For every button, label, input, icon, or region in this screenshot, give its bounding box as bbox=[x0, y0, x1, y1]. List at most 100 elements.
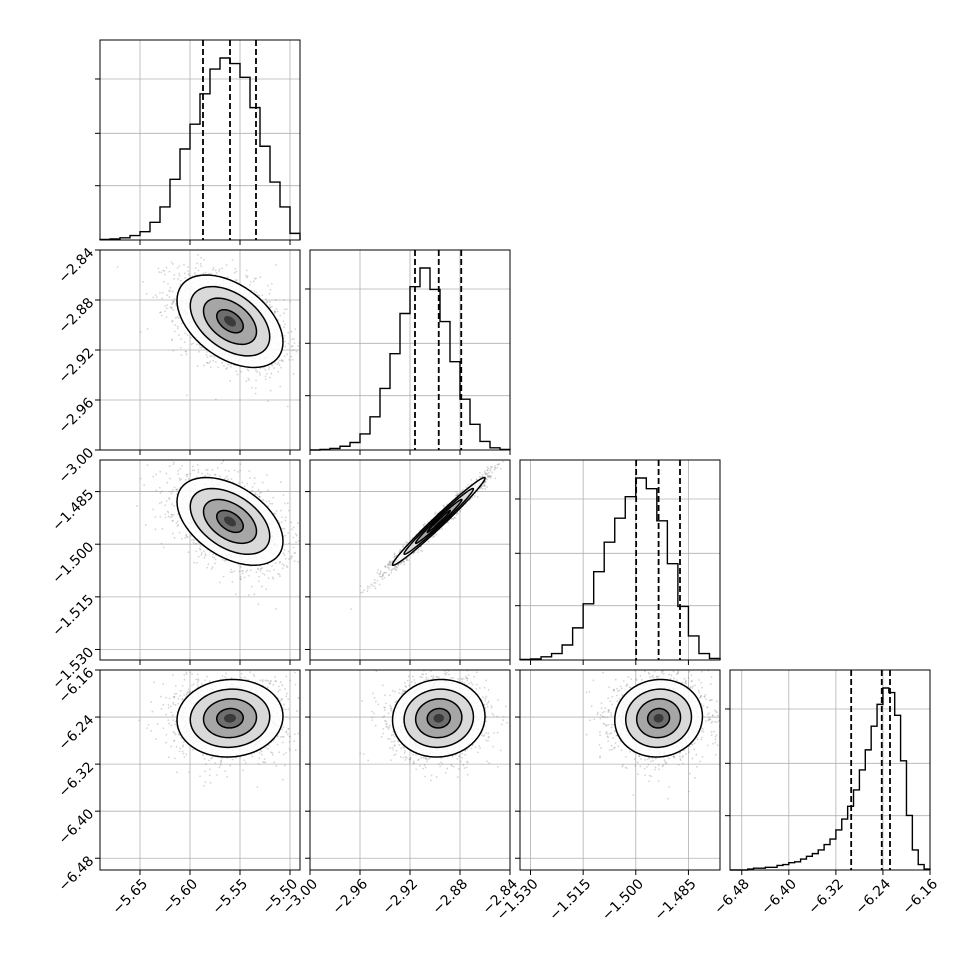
sample-point bbox=[213, 556, 216, 559]
sample-point bbox=[378, 583, 381, 586]
sample-point bbox=[168, 296, 171, 298]
histogram-step bbox=[310, 267, 511, 451]
sample-point bbox=[255, 291, 258, 294]
contour-line bbox=[189, 285, 271, 357]
sample-point bbox=[243, 576, 246, 579]
sample-point bbox=[488, 475, 491, 478]
sample-point bbox=[397, 564, 400, 567]
sample-point bbox=[382, 573, 385, 576]
sample-point bbox=[486, 466, 489, 469]
sample-point bbox=[288, 558, 290, 560]
sample-point bbox=[187, 272, 190, 275]
sample-point bbox=[164, 305, 167, 308]
sample-point bbox=[293, 338, 295, 340]
sample-point bbox=[218, 268, 221, 271]
sample-point bbox=[238, 570, 241, 573]
sample-point bbox=[180, 338, 183, 341]
sample-point bbox=[223, 364, 225, 367]
sample-point bbox=[290, 521, 293, 524]
panel-frame bbox=[99, 39, 301, 241]
sample-point bbox=[265, 588, 267, 591]
sample-point bbox=[249, 569, 252, 572]
sample-point bbox=[257, 489, 260, 491]
sample-point bbox=[274, 299, 277, 301]
sample-point bbox=[146, 464, 149, 467]
sample-point bbox=[301, 565, 303, 567]
sample-point bbox=[297, 560, 300, 563]
sample-point bbox=[278, 359, 281, 362]
sample-point bbox=[211, 469, 214, 471]
sample-point bbox=[282, 552, 285, 555]
sample-point bbox=[186, 334, 189, 337]
sample-point bbox=[184, 350, 187, 353]
sample-point bbox=[373, 579, 376, 581]
sample-point bbox=[226, 276, 229, 279]
sample-point bbox=[165, 266, 168, 269]
sample-point bbox=[499, 467, 502, 470]
sample-point bbox=[289, 300, 291, 303]
sample-point bbox=[512, 450, 514, 452]
sample-point bbox=[206, 361, 209, 364]
sample-point bbox=[195, 343, 198, 346]
sample-point bbox=[295, 534, 298, 537]
sample-point bbox=[290, 355, 293, 358]
sample-point bbox=[203, 258, 206, 261]
sample-point bbox=[486, 469, 489, 472]
sample-point bbox=[284, 516, 287, 519]
sample-point bbox=[220, 462, 223, 465]
panel-frame bbox=[309, 249, 511, 451]
sample-point bbox=[276, 310, 279, 313]
sample-point bbox=[203, 364, 205, 367]
sample-point bbox=[196, 262, 198, 265]
sample-point bbox=[198, 452, 200, 454]
sample-point bbox=[373, 585, 376, 588]
sample-point bbox=[386, 566, 389, 569]
sample-point bbox=[281, 567, 284, 570]
sample-point bbox=[282, 360, 284, 363]
sample-point bbox=[161, 528, 164, 530]
sample-point bbox=[363, 589, 365, 592]
sample-point bbox=[484, 481, 487, 484]
joint-content bbox=[136, 452, 303, 610]
sample-point bbox=[373, 582, 376, 584]
sample-point bbox=[160, 271, 163, 274]
sample-point bbox=[253, 482, 256, 485]
sample-point bbox=[172, 519, 174, 522]
sample-point bbox=[171, 290, 174, 293]
sample-point bbox=[272, 577, 275, 580]
sample-point bbox=[283, 334, 286, 337]
sample-point bbox=[374, 587, 377, 590]
sample-point bbox=[248, 379, 251, 381]
sample-point bbox=[258, 496, 261, 499]
sample-point bbox=[241, 481, 244, 484]
sample-point bbox=[159, 311, 161, 314]
sample-point bbox=[155, 296, 158, 299]
sample-point bbox=[281, 563, 284, 566]
sample-point bbox=[177, 524, 180, 527]
sample-point bbox=[146, 327, 149, 330]
sample-point bbox=[268, 300, 271, 303]
sample-point bbox=[258, 575, 260, 578]
sample-point bbox=[405, 559, 408, 562]
sample-point bbox=[178, 531, 181, 534]
sample-point bbox=[381, 575, 384, 578]
sample-point bbox=[297, 540, 300, 542]
sample-point bbox=[166, 304, 168, 306]
sample-point bbox=[400, 561, 403, 564]
sample-point bbox=[214, 558, 217, 561]
sample-point bbox=[162, 546, 165, 549]
sample-point bbox=[198, 350, 200, 353]
sample-point bbox=[185, 534, 188, 537]
sample-point bbox=[185, 353, 188, 356]
sample-point bbox=[170, 492, 173, 495]
sample-point bbox=[279, 575, 281, 578]
sample-point bbox=[286, 502, 289, 505]
sample-point bbox=[280, 521, 283, 523]
sample-point bbox=[279, 509, 282, 512]
sample-point bbox=[233, 570, 236, 573]
sample-point bbox=[374, 582, 377, 584]
sample-point bbox=[165, 472, 168, 475]
sample-point bbox=[180, 322, 183, 325]
sample-point bbox=[204, 271, 207, 274]
sample-point bbox=[294, 532, 297, 535]
